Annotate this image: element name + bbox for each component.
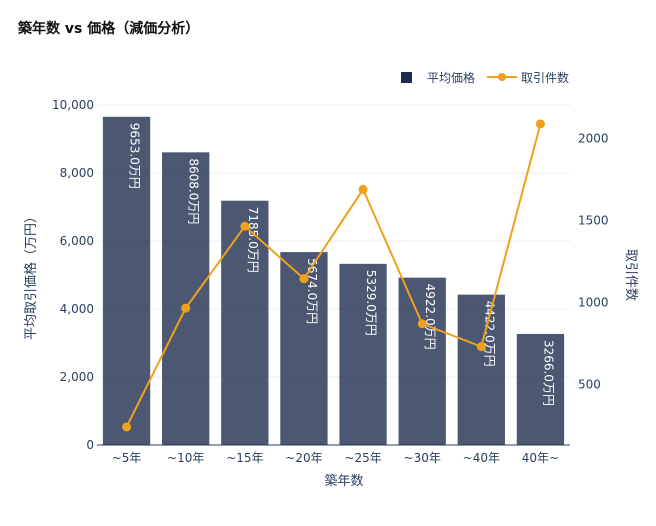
count-point bbox=[417, 319, 427, 329]
bar-data-label: 5329.0万円 bbox=[364, 270, 378, 336]
x-tick-label: ~15年 bbox=[226, 451, 263, 465]
x-tick-label: ~25年 bbox=[344, 451, 381, 465]
count-point bbox=[240, 221, 250, 231]
x-tick-label: ~40年 bbox=[463, 451, 500, 465]
bar bbox=[457, 294, 505, 445]
bar-data-label: 9653.0万円 bbox=[128, 123, 142, 189]
y-tick-label: 0 bbox=[86, 438, 94, 452]
bar bbox=[280, 252, 328, 445]
count-point bbox=[358, 184, 368, 194]
bar-data-label: 4922.0万円 bbox=[423, 284, 437, 350]
y-axis-left-label: 平均取引価格（万円） bbox=[23, 210, 39, 340]
legend-item-count: 取引件数 bbox=[521, 70, 569, 85]
chart-title: 築年数 vs 価格（減価分析） bbox=[17, 20, 199, 37]
x-tick-label: ~30年 bbox=[404, 451, 441, 465]
y-axis-left-ticks: 0 2,000 4,000 6,000 8,000 10,000 bbox=[52, 98, 94, 452]
y-tick-label: 10,000 bbox=[52, 98, 94, 112]
legend: 平均価格 取引件数 bbox=[401, 70, 569, 85]
legend-item-price: 平均価格 bbox=[427, 70, 475, 85]
legend-bar-swatch bbox=[401, 72, 412, 83]
bar-data-label: 7185.0万円 bbox=[246, 207, 260, 273]
y-tick-label: 2,000 bbox=[60, 370, 94, 384]
x-axis-ticks: ~5年 ~10年 ~15年 ~20年 ~25年 ~30年 ~40年 40年~ bbox=[112, 451, 559, 465]
y2-tick-label: 2000 bbox=[578, 132, 609, 146]
bar bbox=[102, 116, 151, 445]
count-point bbox=[122, 422, 132, 432]
bar bbox=[339, 263, 387, 445]
bar-data-labels: 9653.0万円 8608.0万円 7185.0万円 5674.0万円 5329.0万円… bbox=[128, 123, 556, 406]
bar-data-label: 5674.0万円 bbox=[305, 258, 319, 324]
y-axis-right-label: 取引件数 bbox=[623, 249, 638, 301]
y-tick-label: 6,000 bbox=[60, 234, 94, 248]
x-tick-label: ~20年 bbox=[285, 451, 322, 465]
count-point bbox=[476, 342, 486, 352]
line-series bbox=[122, 119, 545, 432]
x-tick-label: ~10年 bbox=[167, 451, 204, 465]
x-axis-label: 築年数 bbox=[324, 474, 363, 489]
y2-tick-label: 1000 bbox=[578, 295, 609, 309]
legend-line-marker bbox=[498, 73, 506, 81]
y-tick-label: 4,000 bbox=[60, 302, 94, 316]
bar-series bbox=[102, 116, 565, 445]
bar-data-label: 3266.0万円 bbox=[541, 340, 555, 406]
count-point bbox=[299, 274, 309, 284]
count-line bbox=[125, 123, 542, 428]
x-tick-label: ~5年 bbox=[112, 451, 142, 465]
y2-tick-label: 500 bbox=[578, 377, 601, 391]
bar bbox=[516, 333, 565, 445]
bar-data-label: 8608.0万円 bbox=[187, 158, 201, 224]
y-axis-right-ticks: 500 1000 1500 2000 bbox=[578, 132, 609, 392]
y-tick-label: 8,000 bbox=[60, 166, 94, 180]
x-tick-label: 40年~ bbox=[522, 451, 559, 465]
bar bbox=[221, 200, 269, 445]
bar bbox=[162, 152, 210, 445]
y2-tick-label: 1500 bbox=[578, 214, 609, 228]
count-point bbox=[181, 303, 191, 313]
bar-data-label: 4422.0万円 bbox=[482, 301, 496, 367]
bar bbox=[398, 277, 446, 445]
count-point bbox=[535, 119, 545, 129]
